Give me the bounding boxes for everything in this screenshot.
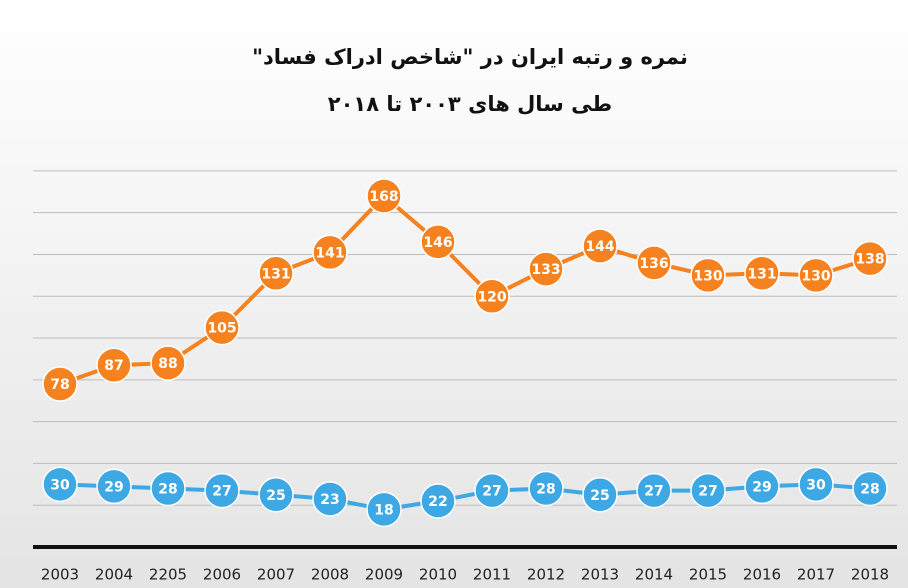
- data-point: [690, 472, 726, 509]
- x-tick-label: 2009: [365, 566, 403, 584]
- data-label: 131: [747, 266, 776, 282]
- data-point: [258, 477, 294, 513]
- data-point: [150, 345, 186, 381]
- x-tick-label: 2017: [797, 566, 835, 584]
- data-point: [744, 255, 780, 292]
- data-point: [798, 257, 834, 294]
- data-label: 144: [585, 239, 614, 255]
- data-label: 29: [104, 479, 123, 495]
- data-point: [474, 472, 510, 509]
- data-label: 27: [212, 484, 231, 500]
- x-tick-label: 2018: [851, 566, 889, 584]
- x-tick-label: 2004: [95, 566, 133, 584]
- data-point: [366, 178, 402, 214]
- data-label: 28: [536, 481, 555, 497]
- data-label: 23: [320, 492, 339, 508]
- data-label: 136: [639, 256, 668, 272]
- x-tick-label: 2006: [203, 566, 241, 584]
- data-point: [852, 470, 888, 507]
- data-label: 29: [752, 479, 771, 495]
- x-tick-label: 2010: [419, 566, 457, 584]
- data-label: 30: [50, 477, 70, 493]
- data-label: 138: [855, 252, 884, 268]
- data-point: [690, 257, 726, 294]
- x-tick-label: 2015: [689, 566, 727, 584]
- x-tick-label: 2016: [743, 566, 781, 584]
- data-point: [258, 255, 294, 292]
- data-point: [474, 278, 510, 315]
- chart-title: نمره و رتبه ایران در "شاخص ادراک فساد": [252, 45, 688, 69]
- data-point: [150, 470, 186, 507]
- x-tick-label: 2003: [41, 566, 79, 584]
- x-tick-label: 2012: [527, 566, 565, 584]
- data-label: 131: [261, 266, 290, 282]
- data-label: 28: [860, 481, 879, 497]
- data-point: [636, 245, 672, 281]
- data-label: 120: [477, 289, 506, 305]
- x-tick-label: 2008: [311, 566, 349, 584]
- data-label: 18: [374, 502, 393, 518]
- data-label: 130: [801, 268, 830, 284]
- data-point: [366, 491, 402, 528]
- x-tick-label: 2014: [635, 566, 673, 584]
- x-tick-label: 2007: [257, 566, 295, 584]
- data-point: [582, 228, 618, 264]
- data-point: [204, 472, 240, 509]
- data-point: [204, 309, 240, 346]
- x-tick-label: 2205: [149, 566, 187, 584]
- x-tick-label: 2013: [581, 566, 619, 584]
- data-label: 168: [369, 189, 398, 205]
- data-point: [582, 477, 618, 513]
- data-label: 141: [315, 245, 344, 261]
- data-label: 30: [806, 477, 826, 493]
- data-label: 22: [428, 494, 447, 510]
- series-line: [59, 482, 871, 512]
- data-label: 27: [698, 484, 717, 500]
- data-label: 130: [693, 268, 722, 284]
- data-point: [42, 466, 78, 503]
- data-point: [312, 481, 348, 517]
- data-point: [420, 483, 456, 519]
- data-point: [96, 468, 132, 505]
- data-point: [528, 470, 564, 507]
- data-point: [420, 224, 456, 260]
- data-point: [96, 347, 132, 383]
- data-point: [528, 251, 564, 287]
- data-label: 88: [158, 356, 177, 372]
- x-tick-label: 2011: [473, 566, 511, 584]
- data-point: [312, 234, 348, 271]
- data-label: 87: [104, 358, 123, 374]
- series-line: [59, 193, 871, 386]
- data-point: [636, 472, 672, 509]
- data-label: 133: [531, 262, 560, 278]
- data-point: [744, 468, 780, 505]
- data-point: [798, 466, 834, 503]
- data-label: 25: [590, 488, 609, 504]
- data-label: 146: [423, 235, 452, 251]
- data-label: 105: [207, 321, 236, 337]
- data-label: 27: [644, 484, 663, 500]
- data-point: [852, 240, 888, 277]
- data-label: 78: [50, 377, 69, 393]
- chart-subtitle: طی سال های ۲۰۰۳ تا ۲۰۱۸: [328, 92, 612, 116]
- data-label: 25: [266, 488, 285, 504]
- data-label: 27: [482, 484, 501, 500]
- data-point: [42, 366, 78, 402]
- data-label: 28: [158, 481, 177, 497]
